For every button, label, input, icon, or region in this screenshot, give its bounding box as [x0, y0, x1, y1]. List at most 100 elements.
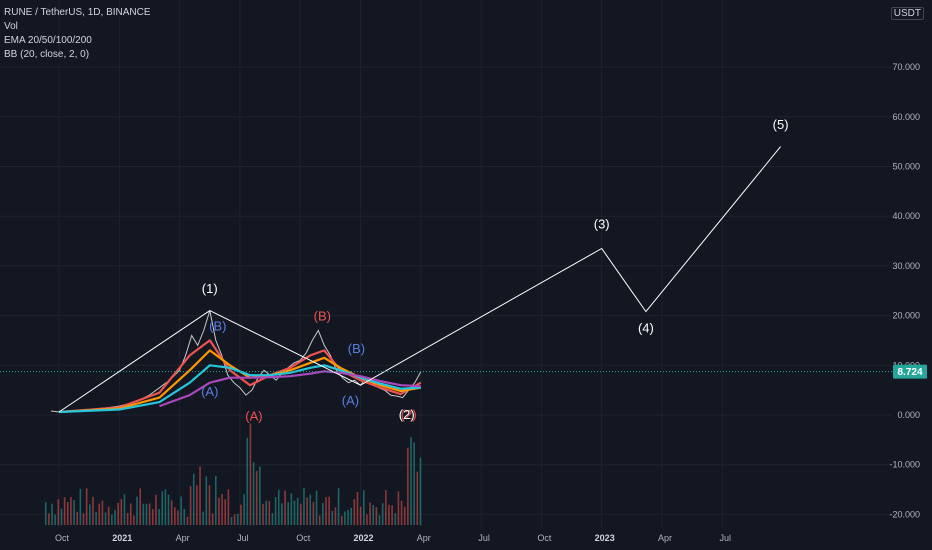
time-axis-tick: Jul	[237, 533, 249, 543]
volume-bar	[378, 515, 381, 525]
volume-bar	[104, 512, 107, 525]
legend-bollinger[interactable]: BB (20, close, 2, 0)	[4, 49, 90, 60]
volume-bar	[151, 509, 154, 525]
time-axis-tick: 2023	[595, 533, 615, 543]
volume-bars	[44, 423, 422, 525]
volume-bar	[400, 500, 403, 525]
currency-label[interactable]: USDT	[890, 7, 924, 20]
volume-bar	[170, 500, 173, 525]
ema-line	[58, 364, 421, 414]
volume-bar	[95, 511, 97, 525]
volume-bar	[167, 494, 170, 525]
volume-bar	[306, 497, 308, 525]
time-axis[interactable]: Oct 2021 Apr Jul Oct 2022 Apr Jul Oct 2023 Apr Jul	[55, 533, 731, 543]
volume-bar	[397, 491, 400, 525]
current-price-box	[893, 364, 927, 379]
volume-bar	[252, 462, 255, 525]
volume-bar	[85, 488, 88, 525]
volume-bar	[221, 493, 223, 525]
volume-bar	[274, 497, 277, 525]
volume-bar	[101, 500, 104, 525]
ema-line	[58, 339, 422, 414]
volume-bar	[340, 515, 343, 525]
volume-bar	[246, 437, 249, 525]
volume-bar	[350, 507, 352, 525]
volume-bar	[107, 506, 110, 525]
volume-bar	[158, 508, 160, 525]
volume-bar	[366, 514, 368, 525]
volume-bar	[372, 504, 375, 525]
volume-bar	[240, 504, 242, 525]
volume-bar	[63, 497, 66, 525]
volume-bar	[328, 496, 330, 525]
time-axis-tick: Apr	[658, 533, 672, 543]
wave-label: (5)	[773, 117, 789, 132]
volume-bar	[60, 508, 63, 525]
volume-bar	[164, 489, 167, 525]
volume-bar	[337, 488, 340, 525]
volume-bar	[73, 500, 75, 525]
volume-bar	[202, 511, 204, 525]
legend-ema[interactable]: EMA 20/50/100/200	[4, 35, 92, 46]
volume-bar	[89, 504, 91, 525]
volume-bar	[410, 437, 412, 525]
wave-label: (B)	[348, 341, 365, 356]
price-axis-tick: 0.000	[897, 410, 920, 420]
wave-label: (1)	[202, 281, 218, 296]
current-price-tag: 8.724	[0, 364, 927, 379]
volume-bar	[54, 514, 56, 525]
volume-bar	[322, 502, 324, 525]
elliott-wave-projection[interactable]	[58, 146, 781, 413]
volume-bar	[145, 503, 148, 525]
volume-bar	[287, 502, 290, 525]
time-axis-tick: Jul	[720, 533, 732, 543]
wave-label: (B)	[209, 319, 226, 334]
volume-bar	[359, 506, 362, 525]
legend-volume[interactable]: Vol	[4, 21, 18, 32]
price-axis-tick: 60.000	[892, 112, 920, 122]
volume-bar	[255, 471, 258, 525]
chart-grid	[0, 0, 892, 528]
volume-bar	[133, 515, 135, 525]
volume-bar	[155, 494, 157, 525]
volume-bar	[230, 516, 233, 525]
volume-bar	[290, 493, 293, 525]
volume-bar	[208, 485, 211, 525]
volume-bar	[299, 503, 302, 525]
volume-bar	[413, 442, 415, 525]
volume-bar	[196, 485, 198, 525]
volume-bar	[237, 513, 239, 525]
wave-label: (2)	[401, 407, 417, 422]
time-axis-tick: Oct	[55, 533, 70, 543]
time-axis-tick: Oct	[537, 533, 552, 543]
legend-symbol[interactable]: RUNE / TetherUS, 1D, BINANCE	[4, 7, 151, 18]
volume-bar	[284, 490, 286, 525]
volume-bar	[79, 488, 82, 525]
volume-bar	[189, 486, 192, 525]
volume-bar	[233, 514, 236, 525]
volume-bar	[262, 503, 264, 525]
volume-bar	[318, 515, 321, 525]
volume-bar	[199, 466, 201, 525]
volume-bar	[268, 501, 271, 525]
volume-bar	[174, 507, 176, 525]
volume-bar	[227, 489, 230, 525]
volume-bar	[211, 513, 214, 525]
volume-bar	[334, 507, 337, 525]
volume-bar	[66, 502, 69, 525]
volume-bar	[76, 511, 79, 525]
volume-bar	[161, 491, 164, 525]
time-axis-tick: 2021	[112, 533, 132, 543]
price-axis-tick: -20.000	[889, 509, 920, 519]
volume-bar	[407, 447, 409, 525]
volume-bar	[296, 497, 299, 525]
volume-bar	[347, 510, 349, 525]
volume-bar	[218, 497, 220, 525]
current-price-label: 8.724	[897, 367, 922, 378]
volume-bar	[82, 513, 85, 525]
volume-bar	[315, 490, 318, 525]
volume-bar	[325, 497, 327, 525]
ema-line	[159, 370, 421, 408]
